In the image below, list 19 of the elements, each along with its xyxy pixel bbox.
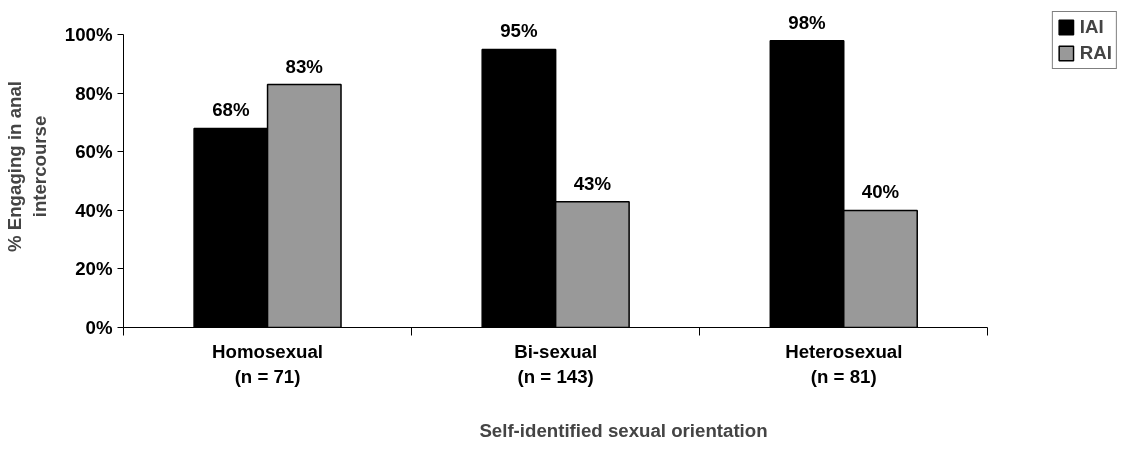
y-tick-label: 20%	[75, 258, 113, 280]
x-axis-title: Self-identified sexual orientation	[479, 419, 768, 441]
legend-label: RAI	[1079, 42, 1112, 64]
x-tick-label: Bi-sexual (n = 143)	[514, 340, 598, 387]
data-label: 98%	[788, 11, 827, 33]
data-label: 68%	[212, 99, 250, 121]
data-label: 83%	[285, 55, 324, 77]
x-tick-label: Homosexual (n = 71)	[212, 340, 324, 387]
y-axis-title: % Engaging in anal intercourse	[3, 80, 50, 253]
y-tick-label: 80%	[75, 82, 113, 104]
y-tick-label: 40%	[75, 199, 113, 221]
data-label: 43%	[573, 172, 612, 194]
data-label: 40%	[861, 181, 900, 203]
y-tick-label: 0%	[85, 317, 113, 338]
legend-label: IAI	[1079, 16, 1104, 38]
x-tick-label: Heterosexual (n = 81)	[785, 340, 903, 387]
y-tick-label: 100%	[64, 24, 113, 46]
data-label: 95%	[500, 20, 538, 42]
y-tick-label: 60%	[75, 141, 113, 163]
